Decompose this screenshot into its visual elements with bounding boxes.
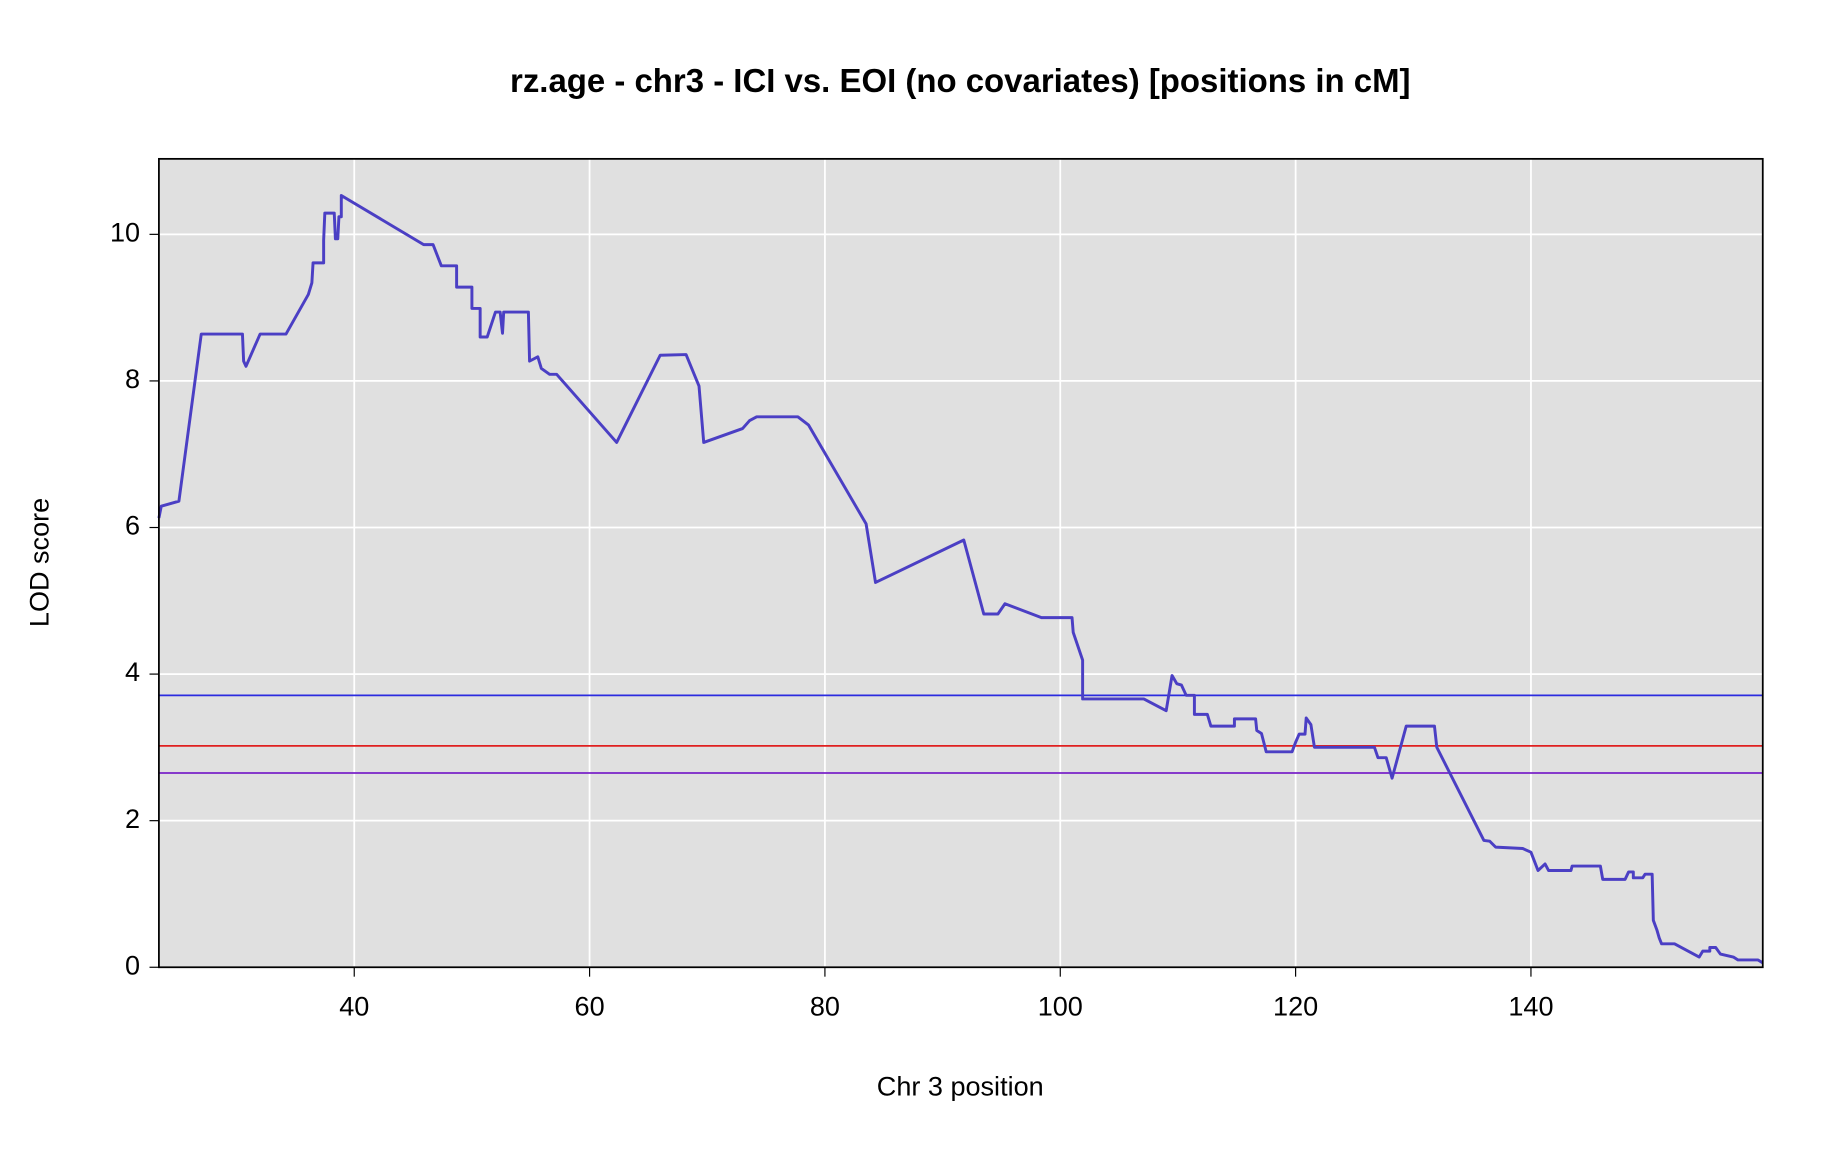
y-tick-label: 6 bbox=[125, 511, 140, 541]
y-tick-label: 2 bbox=[125, 804, 140, 834]
x-tick-label: 120 bbox=[1273, 992, 1318, 1022]
x-tick-label: 100 bbox=[1038, 992, 1083, 1022]
x-tick-label: 60 bbox=[575, 992, 605, 1022]
chart-title: rz.age - chr3 - ICI vs. EOI (no covariat… bbox=[510, 62, 1410, 99]
y-axis-label: LOD score bbox=[24, 498, 54, 627]
x-axis-label: Chr 3 position bbox=[877, 1072, 1044, 1102]
y-tick-label: 4 bbox=[125, 657, 140, 687]
x-tick-label: 80 bbox=[810, 992, 840, 1022]
plot-frame bbox=[158, 157, 1764, 969]
y-tick-label: 0 bbox=[125, 950, 140, 980]
y-tick-label: 8 bbox=[125, 364, 140, 394]
lod-line bbox=[157, 193, 1764, 965]
y-tick-label: 10 bbox=[110, 217, 140, 247]
x-tick-label: 140 bbox=[1508, 992, 1553, 1022]
x-tick-label: 40 bbox=[339, 992, 369, 1022]
plot-background bbox=[158, 158, 1763, 968]
